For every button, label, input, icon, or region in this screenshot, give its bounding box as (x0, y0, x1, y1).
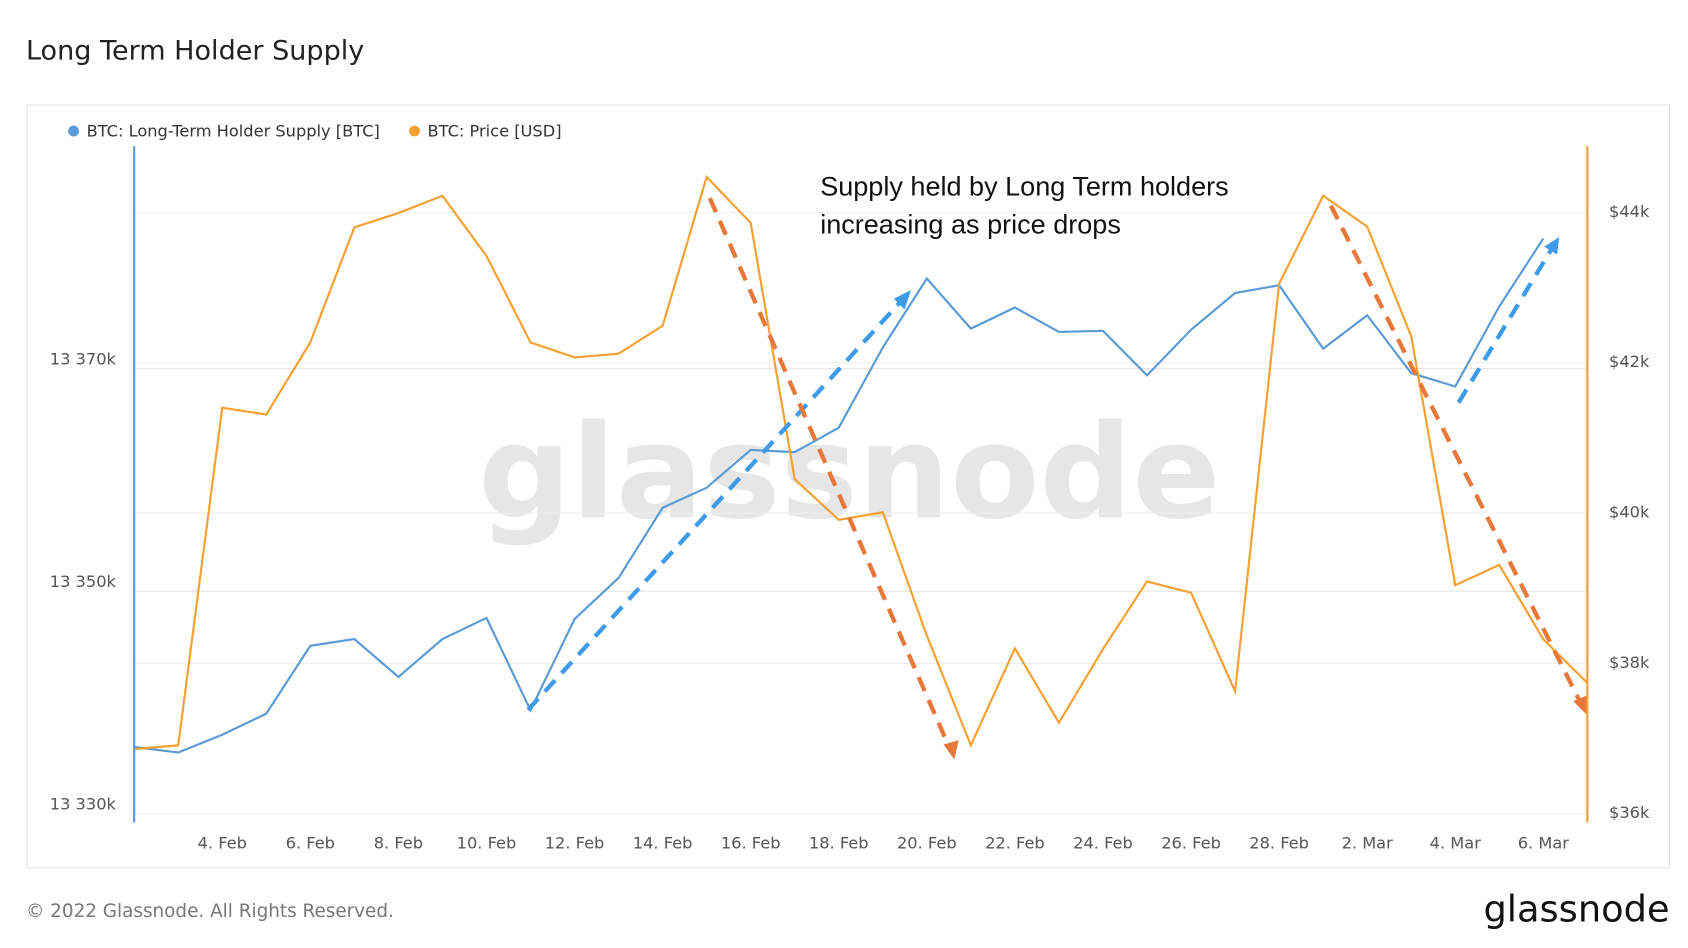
arrow-head (1544, 237, 1560, 255)
x-tick-label: 2. Mar (1342, 834, 1394, 853)
arrow (526, 299, 903, 712)
arrows (526, 197, 1589, 760)
y2-tick-label: $44k (1609, 202, 1650, 221)
legend-label: BTC: Price [USD] (427, 122, 561, 141)
y-tick-label: 13 330k (50, 795, 117, 814)
x-tick-label: 8. Feb (374, 834, 423, 853)
arrow (707, 197, 951, 748)
x-tick-label: 28. Feb (1249, 834, 1309, 853)
x-tick-label: 6. Mar (1518, 834, 1570, 853)
chart-frame (26, 104, 1671, 869)
annotation: Supply held by Long Term holders (820, 171, 1228, 201)
y2-tick-label: $42k (1609, 352, 1650, 371)
x-tick-label: 20. Feb (897, 834, 957, 853)
chart-title: Long Term Holder Supply (26, 36, 364, 67)
arrow (1456, 247, 1554, 404)
x-tick-label: 12. Feb (545, 834, 605, 853)
x-tick-label: 14. Feb (633, 834, 693, 853)
x-tick-label: 26. Feb (1161, 834, 1221, 853)
y2-tick-label: $40k (1609, 503, 1650, 522)
x-tick-label: 18. Feb (809, 834, 869, 853)
x-tick-label: 6. Feb (286, 834, 335, 853)
x-tick-label: 4. Mar (1430, 834, 1482, 853)
x-tick-label: 10. Feb (457, 834, 517, 853)
series-line (134, 174, 1589, 751)
y-tick-label: 13 350k (50, 572, 117, 591)
arrow-head (1573, 694, 1589, 715)
x-tick-label: 4. Feb (198, 834, 247, 853)
y-tick-label: 13 370k (50, 350, 117, 369)
arrow (1328, 204, 1582, 703)
y2-tick-label: $38k (1609, 653, 1650, 672)
annotation: increasing as price drops (820, 209, 1121, 239)
footer: © 2022 Glassnode. All Rights Reserved. (26, 901, 394, 922)
series-line (134, 237, 1545, 754)
arrow-head (943, 740, 959, 760)
legend-label: BTC: Long-Term Holder Supply [BTC] (87, 122, 380, 141)
logo: glassnode (1483, 888, 1669, 931)
y2-tick-label: $36k (1609, 803, 1650, 822)
x-tick-label: 24. Feb (1073, 834, 1133, 853)
watermark: glassnode (478, 396, 1220, 548)
legend-marker (409, 125, 420, 137)
legend-marker (68, 125, 79, 137)
x-tick-label: 16. Feb (721, 834, 781, 853)
arrow-head (893, 290, 912, 310)
x-tick-label: 22. Feb (985, 834, 1045, 853)
